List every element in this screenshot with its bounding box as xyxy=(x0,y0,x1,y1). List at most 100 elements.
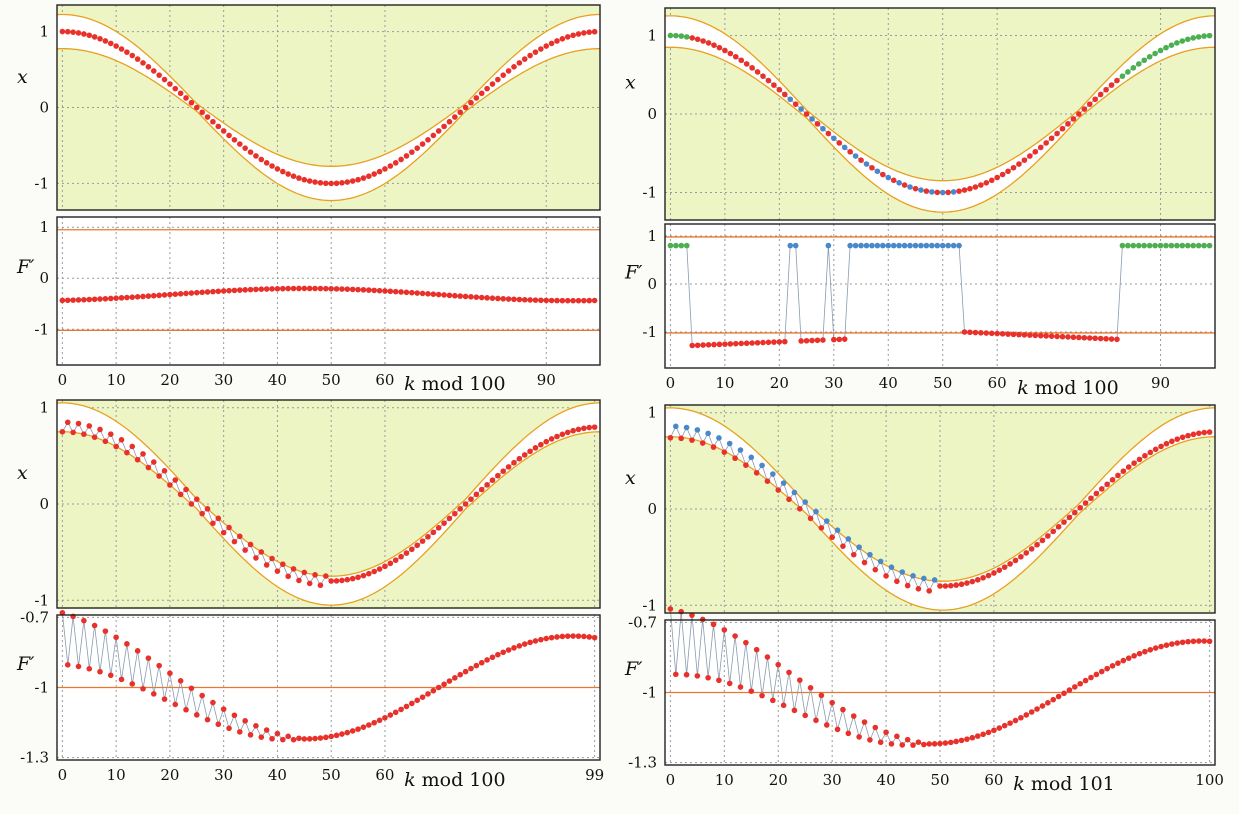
data-point xyxy=(457,293,464,299)
data-point xyxy=(457,109,464,116)
data-point xyxy=(1119,242,1126,249)
data-point xyxy=(290,285,297,292)
data-point xyxy=(877,558,884,565)
y-tick-label: 1 xyxy=(39,23,49,41)
x-tick-label: 20 xyxy=(769,771,788,789)
data-point xyxy=(947,582,954,589)
data-point xyxy=(787,242,794,249)
data-point xyxy=(678,435,684,442)
data-point xyxy=(392,160,399,166)
data-point xyxy=(991,570,997,576)
data-point xyxy=(538,297,544,304)
y-tick-label: -1 xyxy=(34,320,49,338)
data-point xyxy=(732,340,739,347)
data-point xyxy=(446,678,453,684)
data-point xyxy=(988,330,995,337)
data-point xyxy=(1179,242,1186,249)
data-point xyxy=(452,114,458,120)
data-point xyxy=(124,449,130,456)
data-point xyxy=(355,574,361,581)
data-point xyxy=(754,69,761,75)
data-point xyxy=(285,171,291,177)
data-point xyxy=(414,542,421,549)
data-point xyxy=(1131,653,1137,659)
data-point xyxy=(923,242,930,249)
data-point xyxy=(409,700,415,707)
data-point xyxy=(312,285,318,292)
data-point xyxy=(328,180,334,187)
data-point xyxy=(1034,541,1040,548)
data-point xyxy=(199,109,205,116)
data-point xyxy=(102,38,109,44)
data-point xyxy=(683,424,690,431)
data-point xyxy=(328,285,334,292)
data-point xyxy=(516,60,523,66)
data-point xyxy=(823,518,830,524)
data-point xyxy=(1142,648,1148,655)
data-point xyxy=(1152,645,1159,651)
data-point xyxy=(890,177,897,184)
data-point xyxy=(890,242,897,249)
data-point xyxy=(802,712,808,719)
data-point xyxy=(349,575,356,582)
data-point xyxy=(333,180,340,187)
data-point xyxy=(145,293,152,299)
data-point xyxy=(172,85,179,92)
data-point xyxy=(280,168,286,175)
x-tick-label: 30 xyxy=(214,371,233,389)
data-point xyxy=(188,99,195,106)
data-point xyxy=(1098,668,1105,675)
data-point xyxy=(156,473,162,479)
data-point xyxy=(683,34,690,40)
data-point xyxy=(953,738,959,745)
data-point xyxy=(1184,36,1191,43)
y-tick-label: 0 xyxy=(39,99,49,117)
data-point xyxy=(140,685,146,692)
data-point xyxy=(177,90,184,97)
data-point xyxy=(113,43,119,49)
data-point xyxy=(441,681,447,688)
data-point xyxy=(414,290,421,296)
data-point xyxy=(167,670,173,677)
data-point xyxy=(1082,500,1089,506)
data-point xyxy=(452,675,458,681)
data-point xyxy=(468,496,474,502)
data-point xyxy=(183,290,189,297)
data-point xyxy=(1034,706,1040,712)
data-point xyxy=(1027,153,1033,159)
data-point xyxy=(1082,677,1089,684)
x-tick-label: 100 xyxy=(1195,771,1224,789)
data-point xyxy=(1059,125,1066,132)
data-point xyxy=(814,337,821,344)
data-point xyxy=(937,740,943,747)
data-point xyxy=(430,529,437,536)
data-point xyxy=(847,149,853,155)
data-point xyxy=(836,140,843,146)
data-point xyxy=(1163,242,1169,249)
data-point xyxy=(1088,674,1094,681)
data-point xyxy=(215,515,222,522)
y-tick-label: -1 xyxy=(642,596,657,614)
data-point xyxy=(1076,111,1082,117)
data-point xyxy=(858,242,864,249)
y-tick-label: -1.3 xyxy=(20,749,49,767)
y-tick-label: -0.7 xyxy=(20,608,49,626)
data-point xyxy=(403,153,410,159)
data-point xyxy=(798,338,804,344)
x-tick-label: 40 xyxy=(879,374,898,392)
data-point xyxy=(91,434,98,440)
data-point xyxy=(1065,334,1071,340)
data-point xyxy=(140,451,146,457)
data-point xyxy=(1119,73,1126,79)
panel-bottom-left: 10-1x-0.7-1-1.3F′0 10 20 30 40 50 60 99k mod 10… xyxy=(16,399,604,791)
data-point xyxy=(1010,331,1017,338)
x-tick-label: 0 xyxy=(666,374,676,392)
data-point xyxy=(124,641,130,647)
data-point xyxy=(527,52,533,59)
data-point xyxy=(172,701,179,708)
data-point xyxy=(1196,430,1202,437)
data-point xyxy=(1136,456,1143,463)
data-point xyxy=(942,583,949,589)
data-point xyxy=(591,28,598,35)
